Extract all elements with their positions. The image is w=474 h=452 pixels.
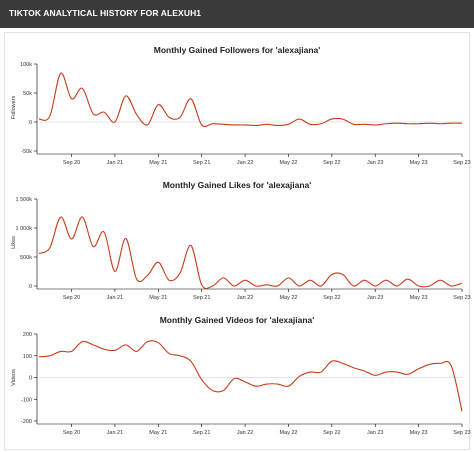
app-header: TIKTOK ANALYTICAL HISTORY FOR ALEXUH1 <box>0 0 474 28</box>
x-tick-label: Sep 21 <box>193 295 210 301</box>
x-tick-label: May 23 <box>410 430 428 436</box>
x-tick-label: Sep 23 <box>453 160 470 166</box>
x-tick-label: Jan 22 <box>237 430 254 436</box>
x-tick-label: Sep 21 <box>193 160 210 166</box>
y-tick-label: 100 <box>23 354 32 360</box>
x-tick-label: Jan 22 <box>237 160 254 166</box>
chart-title: Monthly Gained Likes for 'alexajiana' <box>163 180 312 190</box>
y-axis-label: Followers <box>11 95 17 119</box>
chart-title: Monthly Gained Followers for 'alexajiana… <box>154 45 321 55</box>
y-tick-label: -200 <box>21 419 32 425</box>
x-tick-label: Jan 23 <box>367 430 384 436</box>
y-axis-label: Videos <box>11 369 17 386</box>
x-tick-label: Sep 21 <box>193 430 210 436</box>
y-tick-label: -100 <box>21 397 32 403</box>
x-tick-label: Sep 22 <box>323 295 340 301</box>
x-tick-label: Jan 22 <box>237 295 254 301</box>
x-tick-label: Jan 21 <box>107 430 124 436</box>
x-tick-label: May 21 <box>149 160 167 166</box>
series-line <box>38 72 463 128</box>
x-tick-label: Sep 22 <box>323 430 340 436</box>
series-line <box>38 340 463 412</box>
x-tick-label: Jan 23 <box>367 160 384 166</box>
y-tick-label: 0 <box>29 120 32 126</box>
y-tick-label: 0 <box>29 284 32 290</box>
x-tick-label: May 22 <box>279 430 297 436</box>
x-tick-label: May 22 <box>279 295 297 301</box>
x-tick-label: May 21 <box>149 295 167 301</box>
x-tick-label: May 23 <box>410 160 428 166</box>
y-axis-label: Likes <box>11 236 17 249</box>
y-tick-label: -50k <box>21 149 32 155</box>
y-tick-label: 1 500k <box>15 197 32 203</box>
x-tick-label: Sep 20 <box>63 295 80 301</box>
x-tick-label: May 22 <box>279 160 297 166</box>
x-tick-label: Sep 23 <box>453 295 470 301</box>
y-tick-label: 200 <box>23 332 32 338</box>
x-tick-label: Sep 20 <box>63 430 80 436</box>
y-tick-label: 500k <box>20 255 32 261</box>
x-tick-label: Sep 23 <box>453 430 470 436</box>
y-tick-label: 1 000k <box>15 226 32 232</box>
y-tick-label: 100k <box>20 62 32 68</box>
x-tick-label: Jan 23 <box>367 295 384 301</box>
x-tick-label: Jan 21 <box>107 160 124 166</box>
x-tick-label: May 21 <box>149 430 167 436</box>
x-tick-label: Sep 20 <box>63 160 80 166</box>
y-tick-label: 0 <box>29 376 32 382</box>
x-tick-label: Sep 22 <box>323 160 340 166</box>
x-tick-label: Jan 21 <box>107 295 124 301</box>
header-title: TIKTOK ANALYTICAL HISTORY FOR ALEXUH1 <box>9 8 202 18</box>
charts-panel <box>4 32 470 450</box>
series-line <box>38 216 463 290</box>
chart-title: Monthly Gained Videos for 'alexajiana' <box>160 315 315 325</box>
y-tick-label: 50k <box>23 91 32 97</box>
x-tick-label: May 23 <box>410 295 428 301</box>
